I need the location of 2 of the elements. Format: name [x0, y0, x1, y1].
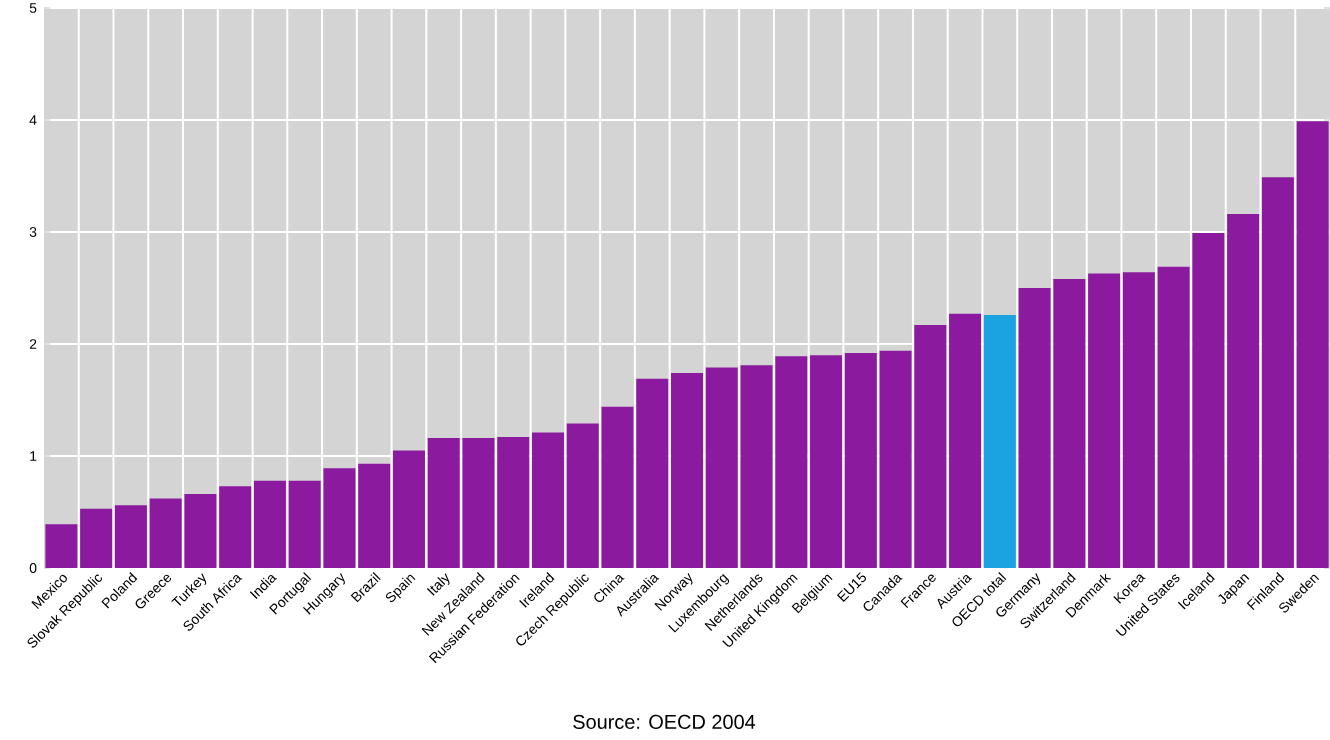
source-note: Source: OECD 2004 — [573, 714, 756, 729]
bar — [983, 314, 1016, 568]
